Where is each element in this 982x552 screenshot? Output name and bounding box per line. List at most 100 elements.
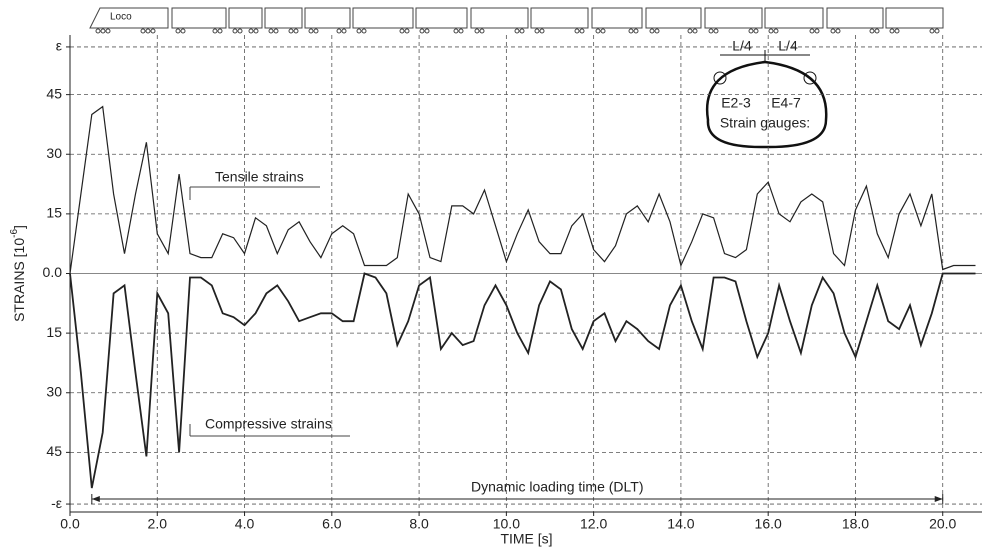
car bbox=[704, 7, 763, 29]
x-tick-label: 6.0 bbox=[322, 516, 342, 532]
car bbox=[530, 7, 589, 29]
y-tick-label: ε bbox=[56, 38, 62, 54]
wheel bbox=[105, 28, 111, 34]
wheel bbox=[356, 28, 362, 34]
wheel bbox=[361, 28, 367, 34]
car bbox=[304, 7, 351, 29]
car bbox=[645, 7, 702, 29]
y-tick-label: 30 bbox=[46, 145, 62, 161]
series-line bbox=[69, 105, 976, 274]
wheel bbox=[95, 28, 101, 34]
car bbox=[264, 7, 303, 29]
x-tick-label: 14.0 bbox=[667, 516, 694, 532]
wheel bbox=[654, 28, 660, 34]
wheel bbox=[308, 28, 314, 34]
x-tick-label: 16.0 bbox=[755, 516, 782, 532]
wheel bbox=[268, 28, 274, 34]
wheel bbox=[579, 28, 585, 34]
car bbox=[171, 7, 227, 29]
wheel bbox=[649, 28, 655, 34]
y-tick-label: 45 bbox=[46, 443, 62, 459]
wheel bbox=[479, 28, 485, 34]
wheel bbox=[753, 28, 759, 34]
wheel bbox=[633, 28, 639, 34]
tunnel-section bbox=[705, 60, 828, 149]
wheel bbox=[595, 28, 601, 34]
wheel bbox=[874, 28, 880, 34]
wheel bbox=[830, 28, 836, 34]
span-right: L/4 bbox=[778, 38, 798, 54]
gauge-right-label: E4-7 bbox=[771, 95, 801, 111]
car bbox=[764, 7, 824, 29]
wheel bbox=[237, 28, 243, 34]
car bbox=[826, 7, 884, 29]
wheel bbox=[253, 28, 259, 34]
wheel bbox=[288, 28, 294, 34]
y-tick-label: 15 bbox=[46, 324, 62, 340]
gauge-left bbox=[713, 71, 727, 85]
wheel bbox=[889, 28, 895, 34]
wheel bbox=[419, 28, 425, 34]
arrow-head bbox=[934, 496, 943, 502]
wheel bbox=[835, 28, 841, 34]
y-tick-label: -ε bbox=[51, 495, 62, 511]
wheel bbox=[713, 28, 719, 34]
wheel bbox=[145, 28, 151, 34]
car bbox=[228, 7, 263, 29]
wheel bbox=[773, 28, 779, 34]
series-line bbox=[69, 272, 976, 489]
wheel bbox=[293, 28, 299, 34]
wheel bbox=[539, 28, 545, 34]
wheel bbox=[424, 28, 430, 34]
wheel bbox=[692, 28, 698, 34]
wheel bbox=[140, 28, 146, 34]
arrow-head bbox=[91, 496, 100, 502]
wheel bbox=[341, 28, 347, 34]
train: Loco bbox=[89, 7, 944, 34]
x-tick-label: 4.0 bbox=[235, 516, 255, 532]
gauge-left-label: E2-3 bbox=[721, 95, 751, 111]
locomotive bbox=[89, 7, 169, 29]
wheel bbox=[519, 28, 525, 34]
wheel bbox=[894, 28, 900, 34]
x-tick-label: 10.0 bbox=[493, 516, 520, 532]
wheel bbox=[217, 28, 223, 34]
dlt-label: Dynamic loading time (DLT) bbox=[471, 479, 643, 495]
wheel bbox=[273, 28, 279, 34]
wheel bbox=[514, 28, 520, 34]
wheel bbox=[248, 28, 254, 34]
car bbox=[885, 7, 944, 29]
wheel bbox=[869, 28, 875, 34]
wheel bbox=[232, 28, 238, 34]
wheel bbox=[404, 28, 410, 34]
wheel bbox=[600, 28, 606, 34]
x-axis-label: TIME [s] bbox=[500, 531, 552, 547]
wheel bbox=[929, 28, 935, 34]
car bbox=[415, 7, 468, 29]
wheel bbox=[768, 28, 774, 34]
x-tick-label: 12.0 bbox=[580, 516, 607, 532]
x-tick-label: 18.0 bbox=[842, 516, 869, 532]
wheel bbox=[399, 28, 405, 34]
wheel bbox=[809, 28, 815, 34]
wheel bbox=[814, 28, 820, 34]
wheel bbox=[100, 28, 106, 34]
y-axis-label-part: STRAINS [10 bbox=[11, 238, 27, 322]
wheel bbox=[175, 28, 181, 34]
inset-diagram: L/4 L/4 E2-3 E4-7 Strain gauges: bbox=[705, 38, 828, 149]
y-tick-label: 0.0 bbox=[43, 264, 63, 280]
y-axis-label-part: -6 bbox=[9, 229, 20, 238]
wheel bbox=[150, 28, 156, 34]
wheel bbox=[453, 28, 459, 34]
x-tick-label: 2.0 bbox=[148, 516, 168, 532]
span-left: L/4 bbox=[732, 38, 752, 54]
car bbox=[352, 7, 414, 29]
wheel bbox=[474, 28, 480, 34]
wheel bbox=[336, 28, 342, 34]
wheel bbox=[687, 28, 693, 34]
y-axis-label-part: ] bbox=[11, 225, 27, 229]
wheel bbox=[708, 28, 714, 34]
y-tick-label: 45 bbox=[46, 85, 62, 101]
x-tick-label: 20.0 bbox=[929, 516, 956, 532]
